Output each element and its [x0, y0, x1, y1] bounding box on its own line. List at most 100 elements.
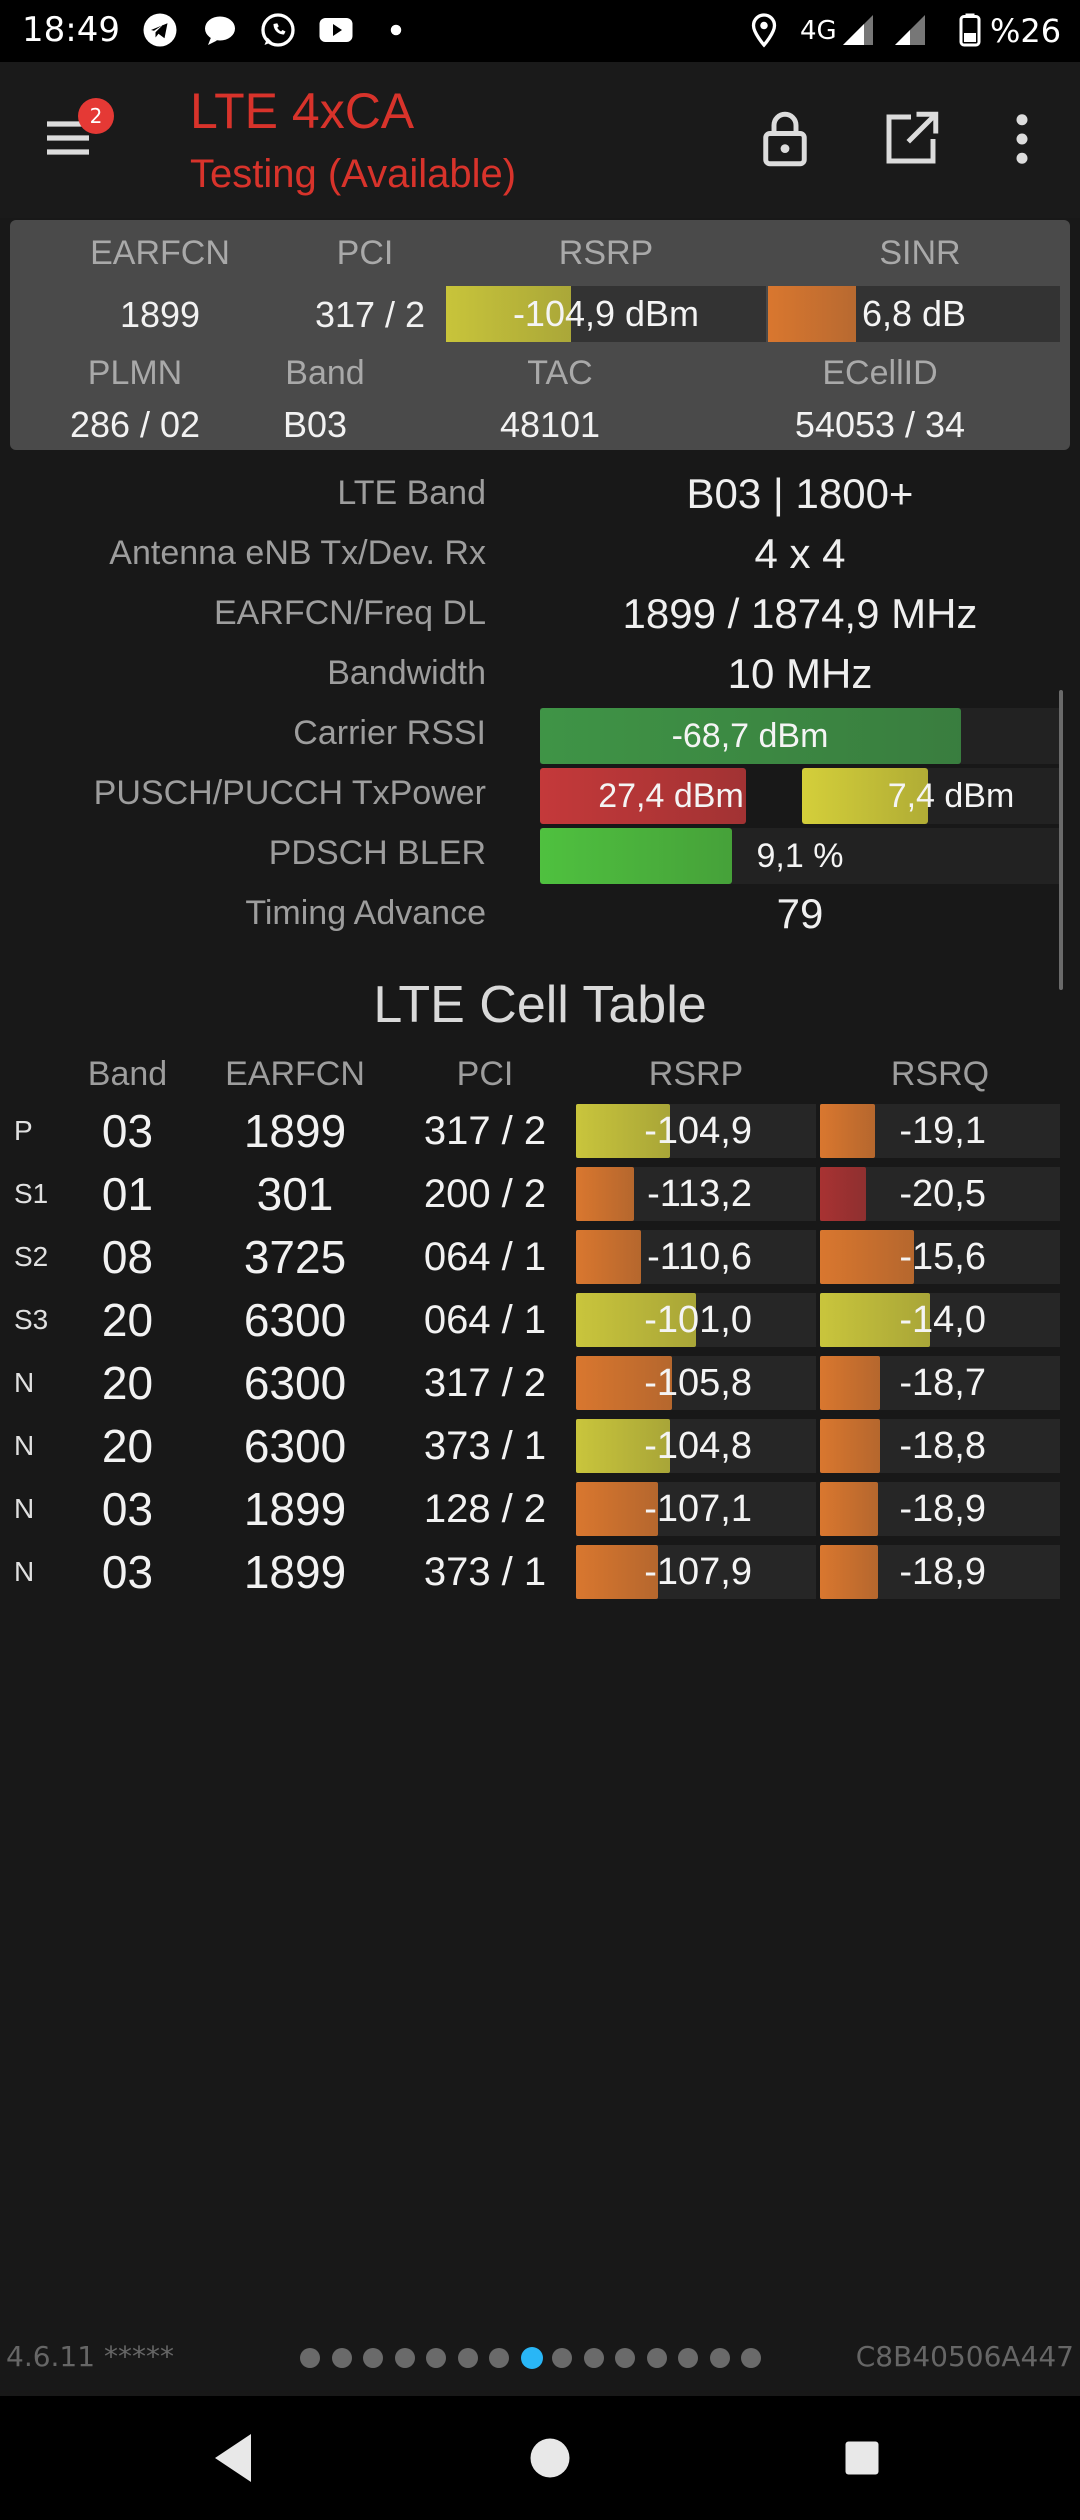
menu-button[interactable]: 2 [40, 98, 114, 170]
cell-rsrq-fill [820, 1419, 880, 1473]
page-dot[interactable] [363, 2348, 383, 2368]
cell-rsrp-fill [576, 1167, 634, 1221]
cell-rsrp-fill [576, 1104, 670, 1158]
cell-band: 03 [101, 1546, 154, 1598]
pucch-value: 7,4 dBm [887, 777, 1015, 815]
bandwidth-value: 10 MHz [727, 650, 873, 697]
cell-pci: 373 / 1 [423, 1424, 547, 1468]
page-dot[interactable] [426, 2348, 446, 2368]
pusch-value: 27,4 dBm [598, 777, 744, 815]
whatsapp-icon [261, 13, 295, 47]
page-dot[interactable] [489, 2348, 509, 2368]
page-dot[interactable] [300, 2348, 320, 2368]
home-button[interactable] [514, 2422, 586, 2494]
tac-header: TAC [527, 354, 593, 392]
cell-band: 01 [101, 1168, 154, 1220]
rsrp-header: RSRP [558, 234, 654, 272]
page-dot[interactable] [615, 2348, 635, 2368]
cell-rsrq-fill [820, 1230, 914, 1284]
cell-rsrp: -101,0 [644, 1299, 752, 1341]
page-dot[interactable] [457, 2348, 478, 2368]
recents-button[interactable] [826, 2422, 898, 2494]
cell-rsrq-fill [820, 1293, 930, 1347]
telegram-icon [143, 13, 177, 47]
sinr-meter-fill [768, 286, 856, 342]
cell-rsrp-meter: -110,6 [576, 1230, 816, 1284]
cell-rsrp-fill [576, 1419, 670, 1473]
cell-rsrq-meter: -14,0 [820, 1293, 1060, 1347]
earfcn-freq-label: EARFCN/Freq DL [213, 594, 486, 632]
cell-type: S1 [14, 1178, 49, 1209]
page-dot[interactable] [552, 2348, 572, 2368]
page-indicator[interactable] [300, 2347, 770, 2374]
cell-rsrp: -107,9 [644, 1551, 752, 1593]
lock-icon [763, 111, 807, 167]
open-external-button[interactable] [878, 106, 944, 172]
column-header-band: Band [87, 1055, 168, 1093]
cell-rsrp-fill [576, 1230, 641, 1284]
page-subtitle: Testing (Available) [190, 152, 517, 196]
page-dot[interactable] [331, 2348, 352, 2368]
table-row: S1 01 301 200 / 2 -113,2 -20,5 [0, 1163, 1080, 1225]
scrollbar[interactable] [1059, 690, 1063, 990]
cell-rsrq-fill [820, 1482, 878, 1536]
cell-type: N [14, 1493, 35, 1524]
bler-value: 9,1 % [756, 837, 844, 875]
cell-rsrq-meter: -18,9 [820, 1545, 1060, 1599]
cell-rsrq: -19,1 [899, 1110, 986, 1152]
cell-rsrp: -113,2 [647, 1173, 752, 1215]
pucch-fill [802, 768, 928, 824]
plmn-value: 286 / 02 [69, 404, 201, 445]
ecellid-value: 54053 / 34 [794, 404, 966, 445]
cell-band: 03 [101, 1105, 154, 1157]
signal-icon [843, 15, 873, 45]
page-dot[interactable] [646, 2348, 667, 2368]
cell-rsrq: -15,6 [899, 1236, 986, 1278]
network-type: 4G [800, 16, 837, 46]
app-version: 4.6.11 ***** [6, 2340, 174, 2373]
pusch-fill [540, 768, 746, 824]
cell-rsrp: -104,8 [644, 1425, 752, 1467]
cell-earfcn: 3725 [243, 1231, 347, 1283]
cell-rsrq-meter: -18,8 [820, 1419, 1060, 1473]
bler-label: PDSCH BLER [268, 834, 486, 872]
cell-rsrp-meter: -107,9 [576, 1545, 816, 1599]
page-dot[interactable] [741, 2348, 761, 2368]
page-dot[interactable] [678, 2348, 698, 2368]
cell-band: 20 [101, 1357, 154, 1409]
youtube-icon [319, 18, 353, 42]
column-header-earfcn: EARFCN [225, 1055, 365, 1093]
cell-rsrq-fill [820, 1545, 878, 1599]
column-header-rsrq: RSRQ [890, 1055, 990, 1093]
table-row: S2 08 3725 064 / 1 -110,6 -15,6 [0, 1226, 1080, 1288]
page-dot[interactable] [709, 2348, 730, 2368]
battery-icon [959, 13, 981, 47]
cell-rsrq-fill [820, 1356, 880, 1410]
cell-rsrp-fill [576, 1482, 658, 1536]
cell-rsrq: -20,5 [899, 1173, 986, 1215]
cell-type: S2 [14, 1241, 49, 1272]
cell-type: N [14, 1556, 35, 1587]
device-id: C8B40506A447 [855, 2340, 1074, 2373]
dot-icon [390, 24, 402, 36]
cell-rsrp-meter: -101,0 [576, 1293, 816, 1347]
overflow-menu-button[interactable] [1000, 106, 1044, 172]
cell-earfcn: 1899 [243, 1105, 347, 1157]
pci-value: 317 / 2 [314, 294, 426, 335]
clock: 18:49 [22, 10, 120, 50]
lock-button[interactable] [752, 106, 818, 172]
notification-badge: 2 [78, 98, 114, 134]
cell-earfcn: 1899 [243, 1483, 347, 1535]
cell-pci: 064 / 1 [423, 1235, 547, 1279]
bler-fill [540, 828, 732, 884]
cell-rsrq-meter: -18,9 [820, 1482, 1060, 1536]
cell-rsrp: -107,1 [644, 1488, 752, 1530]
page-dot[interactable] [394, 2348, 415, 2368]
cell-rsrp: -104,9 [644, 1110, 752, 1152]
location-icon [751, 13, 777, 48]
cell-band: 08 [101, 1231, 154, 1283]
back-button[interactable] [200, 2422, 272, 2494]
page-dot[interactable] [583, 2348, 604, 2368]
page-dot-active[interactable] [520, 2347, 543, 2369]
earfcn-freq-value: 1899 / 1874,9 MHz [622, 590, 978, 637]
